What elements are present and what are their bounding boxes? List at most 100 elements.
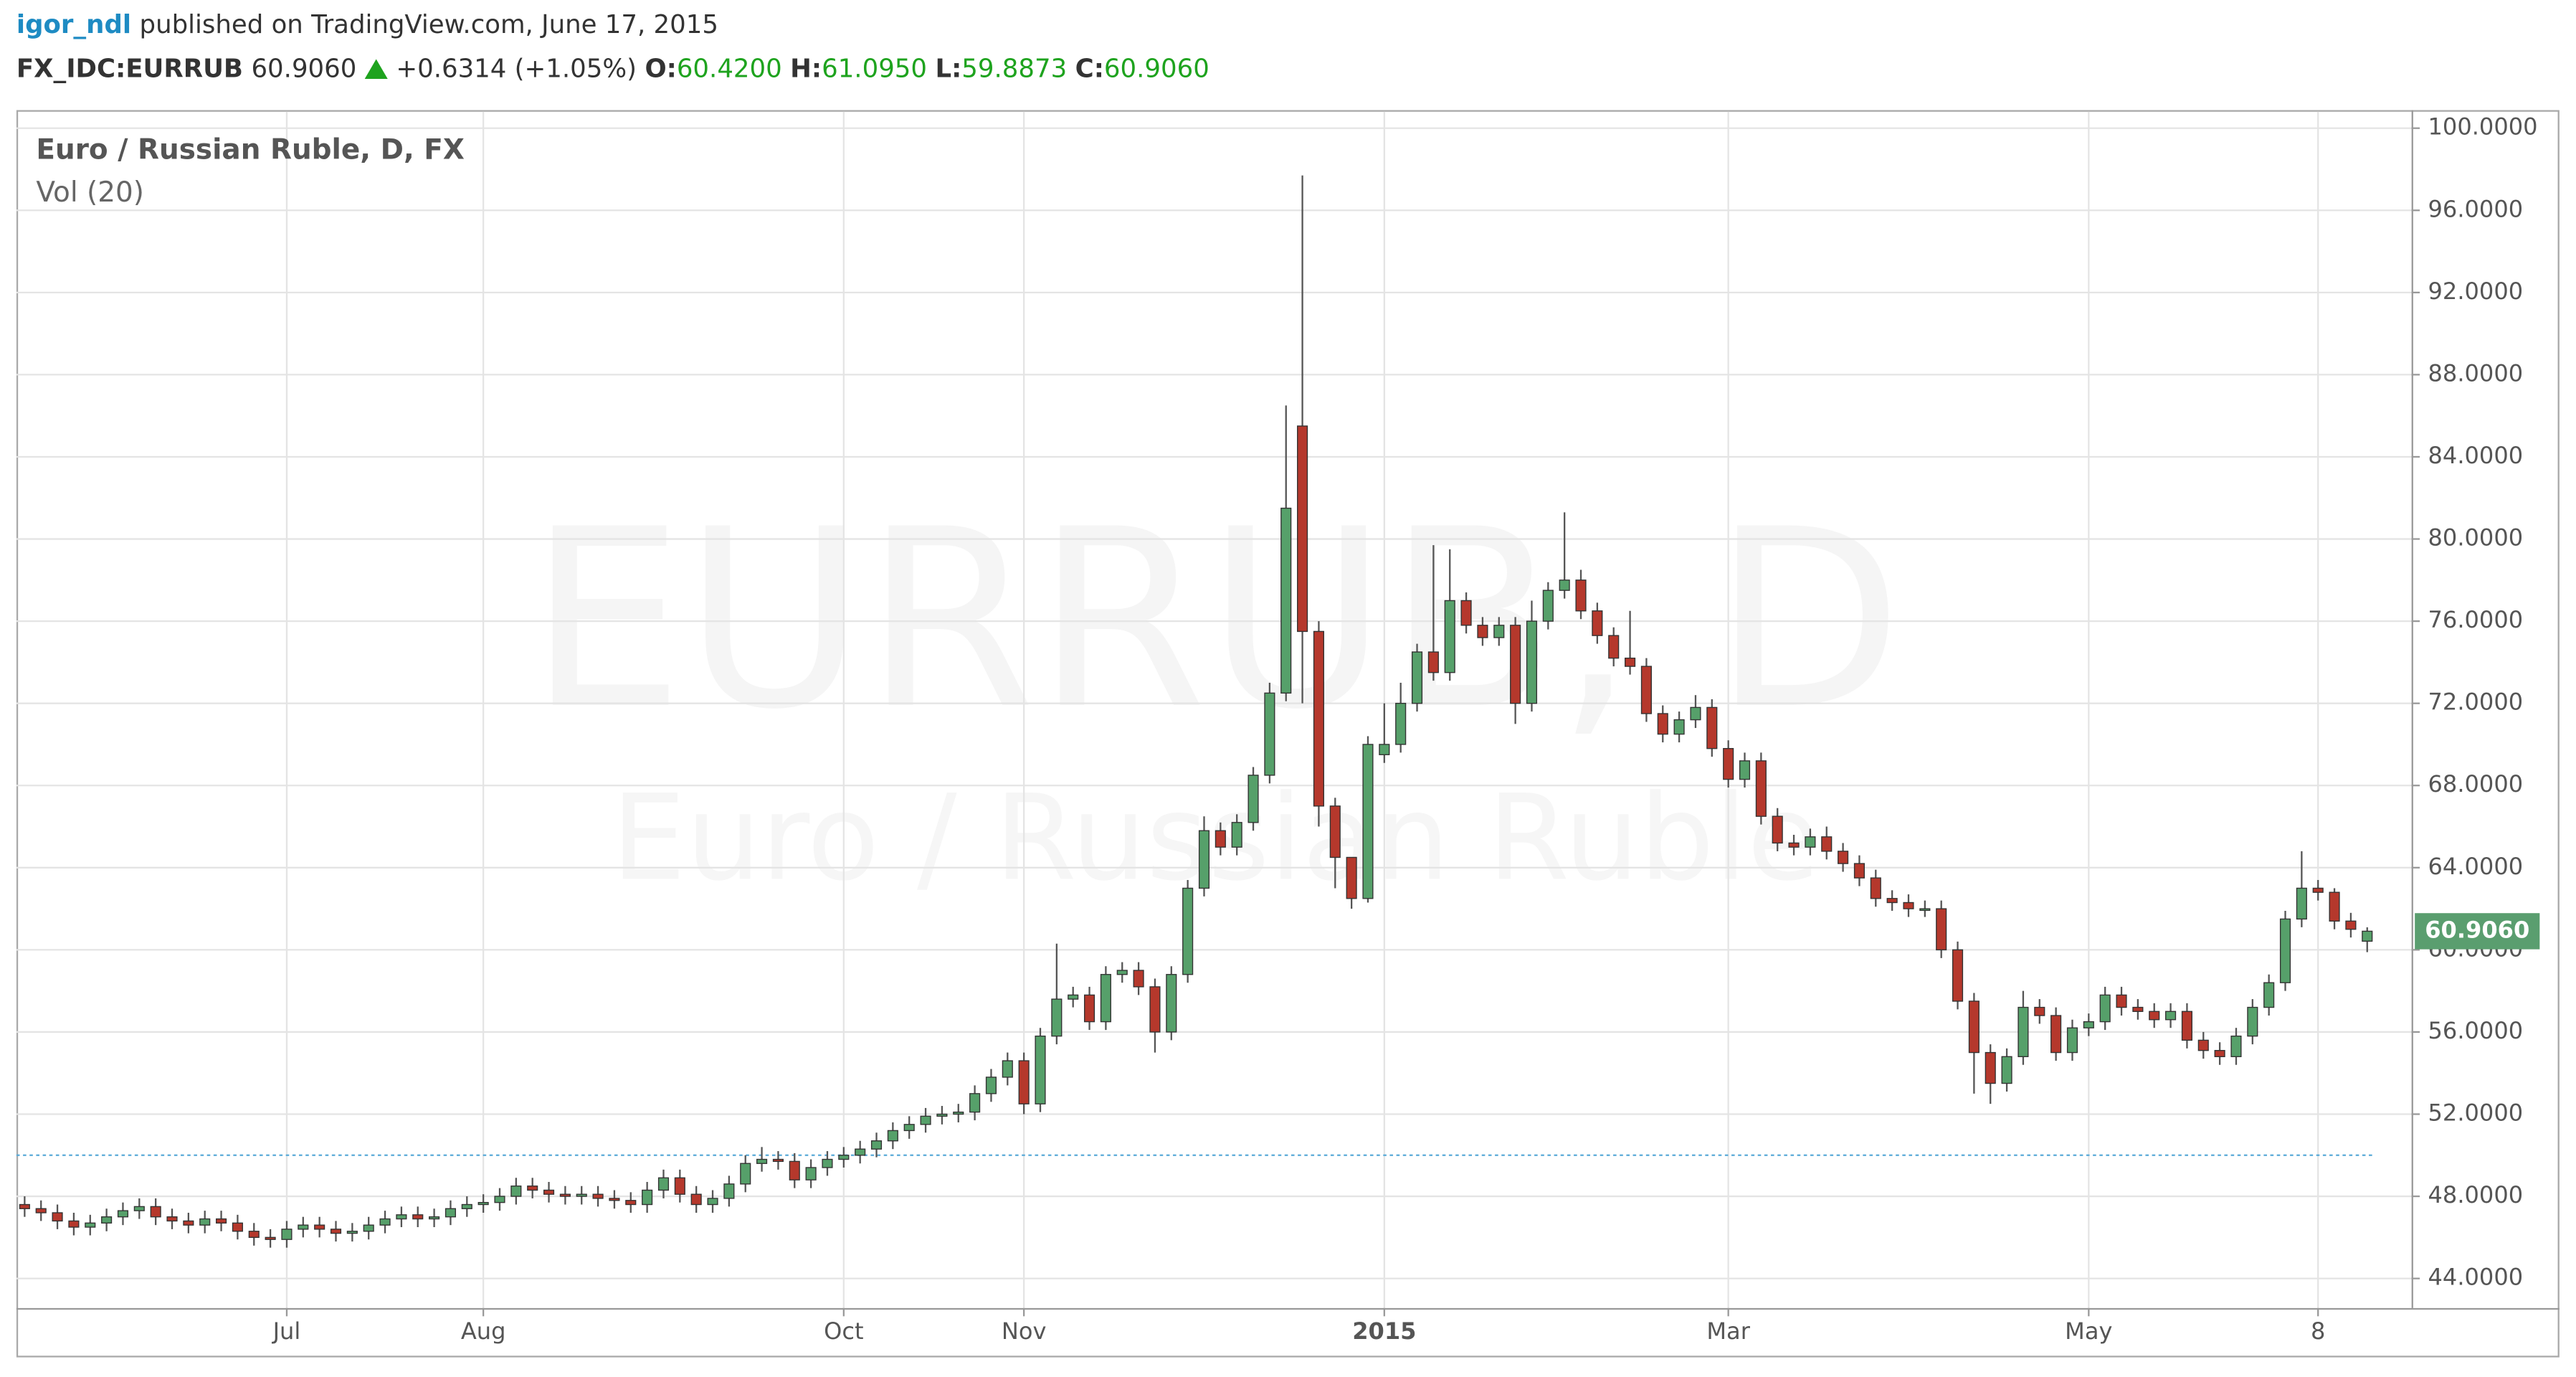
- candle-body: [772, 1158, 784, 1163]
- candle-body: [265, 1236, 276, 1240]
- candle-body: [657, 1177, 670, 1191]
- candle-body: [281, 1229, 293, 1240]
- close-label: C:: [1075, 54, 1104, 84]
- last-price: 60.9060: [251, 54, 357, 84]
- candle-body: [1493, 625, 1505, 638]
- candle-body: [2181, 1011, 2192, 1041]
- high-label: H:: [790, 54, 822, 84]
- candle-body: [166, 1216, 178, 1222]
- candle-body: [1182, 887, 1194, 975]
- up-arrow: [364, 59, 388, 79]
- candle-body: [101, 1216, 113, 1224]
- candle-body: [1723, 747, 1734, 780]
- candle-body: [2263, 982, 2275, 1008]
- publisher[interactable]: igor_ndl: [16, 9, 132, 39]
- candle-body: [903, 1124, 915, 1132]
- last-price-box: [2415, 913, 2540, 950]
- x-tick-label: 2015: [1352, 1317, 1416, 1345]
- candle-body: [1411, 651, 1423, 704]
- candle-body: [674, 1177, 685, 1195]
- candle-body: [1051, 998, 1063, 1037]
- candle-body: [183, 1220, 194, 1226]
- candle-body: [1018, 1060, 1030, 1104]
- candle-body: [2247, 1006, 2258, 1037]
- candle-body: [1706, 706, 1718, 749]
- x-tick-label: Oct: [824, 1317, 863, 1345]
- candle-body: [822, 1158, 833, 1168]
- y-tick-label: 72.0000: [2428, 688, 2524, 716]
- open-label: O:: [645, 54, 677, 84]
- candle-body: [1526, 620, 1538, 704]
- candle-body: [346, 1231, 358, 1234]
- candle-body: [1083, 994, 1095, 1023]
- candle-body: [756, 1158, 768, 1164]
- candle-body: [2066, 1027, 2078, 1054]
- marks: [19, 175, 2373, 1248]
- candle-body: [1231, 822, 1242, 848]
- candle-body: [559, 1193, 571, 1197]
- candle-body: [1559, 579, 1570, 591]
- candle-body: [1755, 760, 1767, 817]
- candle-body: [2165, 1011, 2177, 1021]
- candle-body: [35, 1208, 47, 1213]
- candle-body: [2132, 1006, 2144, 1012]
- candle-body: [1477, 625, 1488, 638]
- candle-body: [592, 1193, 604, 1199]
- candle-body: [379, 1218, 391, 1226]
- candle-body: [1985, 1051, 1996, 1084]
- candle-body: [2197, 1039, 2209, 1051]
- candle-body: [887, 1130, 898, 1142]
- candle-body: [1968, 1000, 1979, 1054]
- candle-body: [1100, 974, 1111, 1023]
- candle-body: [133, 1206, 145, 1211]
- candle-body: [2296, 887, 2307, 920]
- x-tick-label: Nov: [1002, 1317, 1047, 1345]
- candle-body: [985, 1076, 997, 1094]
- header-line-2: FX_IDC:EURRUB 60.9060 +0.6314 (+1.05%) O…: [16, 55, 1209, 84]
- y-tick-label: 56.0000: [2428, 1017, 2524, 1044]
- candle-body: [1657, 713, 1668, 735]
- x-tick-label: Mar: [1706, 1317, 1750, 1345]
- candle-body: [1805, 836, 1816, 848]
- candle-body: [2017, 1006, 2029, 1057]
- symbol: FX_IDC:EURRUB: [16, 54, 244, 84]
- candle-body: [1821, 836, 1833, 852]
- candle-body: [1149, 986, 1161, 1033]
- candle-body: [1116, 970, 1128, 975]
- candle-body: [920, 1115, 931, 1125]
- candle-body: [1444, 600, 1455, 673]
- close-value: 60.9060: [1103, 54, 1209, 84]
- candle-body: [1870, 877, 1881, 899]
- candle-body: [1853, 863, 1866, 879]
- candle-body: [1936, 908, 1947, 951]
- candle-body: [1362, 744, 1374, 899]
- candle-body: [2312, 887, 2324, 893]
- candle-body: [363, 1224, 374, 1232]
- candle-body: [2362, 930, 2373, 942]
- x-tick-label: May: [2065, 1317, 2112, 1345]
- candle-body: [1215, 830, 1226, 848]
- candle-body: [1838, 851, 1849, 864]
- low-label: L:: [935, 54, 962, 84]
- x-tick-label: 8: [2311, 1317, 2325, 1345]
- candle-body: [1886, 898, 1898, 904]
- candle-body: [1247, 775, 1259, 823]
- candle-body: [1772, 815, 1783, 844]
- candle-body: [1297, 425, 1308, 633]
- y-tick-label: 84.0000: [2428, 442, 2524, 469]
- candle-body: [1788, 842, 1800, 848]
- y-tick-label: 92.0000: [2428, 278, 2524, 305]
- candle-body: [1329, 805, 1341, 858]
- candle-body: [642, 1189, 653, 1206]
- candle-body: [1592, 610, 1603, 636]
- candle-body: [936, 1113, 948, 1117]
- candle-body: [1068, 994, 1079, 1000]
- candle-body: [215, 1218, 227, 1224]
- y-tick-label: 100.0000: [2428, 113, 2538, 141]
- grid: [16, 111, 2412, 1308]
- high-value: 61.0950: [822, 54, 928, 84]
- candle-body: [855, 1148, 866, 1156]
- candle-body: [2050, 1015, 2062, 1054]
